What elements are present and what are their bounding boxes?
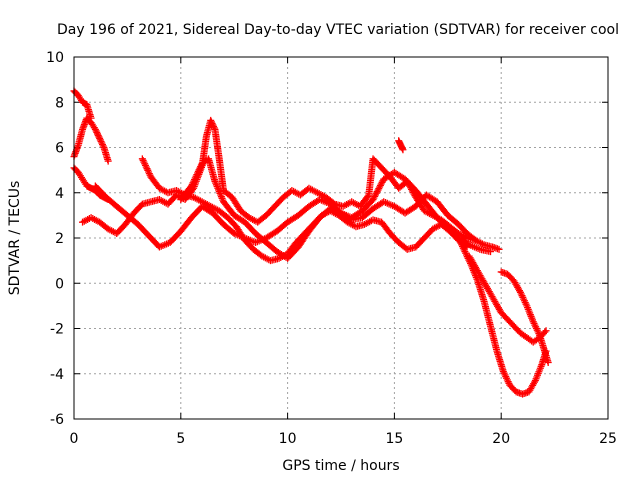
series-track-7 bbox=[177, 155, 480, 262]
data-point bbox=[209, 121, 217, 129]
data-points bbox=[70, 87, 552, 398]
data-point bbox=[207, 118, 215, 126]
series-track-6 bbox=[91, 168, 495, 256]
data-point bbox=[195, 166, 203, 174]
data-point bbox=[194, 167, 202, 175]
data-point bbox=[93, 130, 101, 138]
y-axis-label: SDTVAR / TECUs bbox=[7, 181, 23, 296]
data-point bbox=[378, 178, 386, 186]
data-point bbox=[139, 156, 147, 164]
data-point bbox=[470, 235, 478, 243]
data-point bbox=[189, 179, 197, 187]
data-point bbox=[145, 168, 153, 176]
y-tick-label: 8 bbox=[55, 95, 64, 111]
data-point bbox=[487, 248, 495, 256]
data-point bbox=[364, 192, 372, 200]
data-point bbox=[98, 139, 106, 147]
data-point bbox=[138, 155, 146, 163]
y-tick-label: -2 bbox=[50, 322, 64, 338]
data-point bbox=[104, 157, 112, 165]
data-point bbox=[544, 358, 552, 366]
data-point bbox=[369, 196, 377, 204]
data-point bbox=[190, 177, 198, 185]
data-point bbox=[495, 245, 503, 253]
data-point bbox=[94, 131, 102, 139]
data-point bbox=[374, 186, 382, 194]
data-point bbox=[141, 160, 149, 168]
data-point bbox=[92, 127, 100, 135]
data-point bbox=[376, 181, 384, 189]
data-point bbox=[472, 236, 480, 244]
x-axis-label: GPS time / hours bbox=[282, 458, 399, 474]
data-point bbox=[208, 119, 216, 127]
data-point bbox=[373, 188, 381, 196]
data-point bbox=[96, 136, 104, 144]
data-point bbox=[91, 125, 99, 133]
data-point bbox=[144, 166, 152, 174]
x-tick-label: 25 bbox=[599, 431, 617, 447]
series-track-8 bbox=[395, 137, 407, 154]
data-point bbox=[399, 146, 407, 154]
y-tick-label: 6 bbox=[55, 141, 64, 157]
data-point bbox=[377, 180, 385, 188]
data-point bbox=[371, 192, 379, 200]
series-track-2 bbox=[70, 87, 95, 122]
data-point bbox=[207, 116, 215, 124]
data-point bbox=[372, 191, 380, 199]
data-point bbox=[376, 183, 384, 191]
y-tick-label: 0 bbox=[55, 276, 64, 292]
data-point bbox=[141, 161, 149, 169]
data-point bbox=[99, 142, 107, 150]
y-tick-label: -6 bbox=[50, 412, 64, 428]
data-point bbox=[210, 122, 218, 130]
y-tick-label: 10 bbox=[46, 50, 64, 66]
x-tick-label: 10 bbox=[279, 431, 297, 447]
x-tick-label: 0 bbox=[70, 431, 79, 447]
data-point bbox=[194, 169, 202, 177]
chart-title: Day 196 of 2021, Sidereal Day-to-day VTE… bbox=[57, 22, 619, 38]
data-point bbox=[187, 182, 195, 190]
data-point bbox=[372, 189, 380, 197]
x-tick-label: 20 bbox=[492, 431, 510, 447]
data-point bbox=[541, 328, 549, 336]
series-track-11 bbox=[497, 268, 552, 366]
y-tick-label: 4 bbox=[55, 186, 64, 202]
axis-ticks: 0 5 10 15 20 25 -6 -4 -2 0 2 4 6 8 10 bbox=[46, 50, 617, 447]
data-point bbox=[188, 180, 196, 188]
data-point bbox=[93, 128, 101, 136]
x-tick-label: 15 bbox=[385, 431, 403, 447]
plot-frame bbox=[73, 56, 609, 420]
data-point bbox=[142, 163, 150, 171]
y-tick-label: 2 bbox=[55, 231, 64, 247]
data-point bbox=[140, 158, 148, 166]
series-track-1 bbox=[70, 114, 112, 165]
data-point bbox=[193, 171, 201, 179]
data-point bbox=[191, 175, 199, 183]
data-point bbox=[530, 378, 538, 386]
data-point bbox=[98, 140, 106, 148]
data-point bbox=[210, 124, 218, 132]
x-tick-label: 5 bbox=[176, 431, 185, 447]
data-point bbox=[197, 163, 205, 171]
data-point bbox=[375, 185, 383, 193]
data-point bbox=[192, 172, 200, 180]
data-point bbox=[196, 164, 204, 172]
data-point bbox=[97, 137, 105, 145]
y-tick-label: -4 bbox=[50, 367, 64, 383]
data-point bbox=[143, 165, 151, 173]
data-point bbox=[191, 174, 199, 182]
data-point bbox=[87, 114, 95, 122]
data-point bbox=[145, 170, 153, 178]
data-point bbox=[95, 133, 103, 141]
data-point bbox=[96, 134, 104, 142]
data-point bbox=[542, 327, 550, 335]
data-point bbox=[370, 194, 378, 202]
